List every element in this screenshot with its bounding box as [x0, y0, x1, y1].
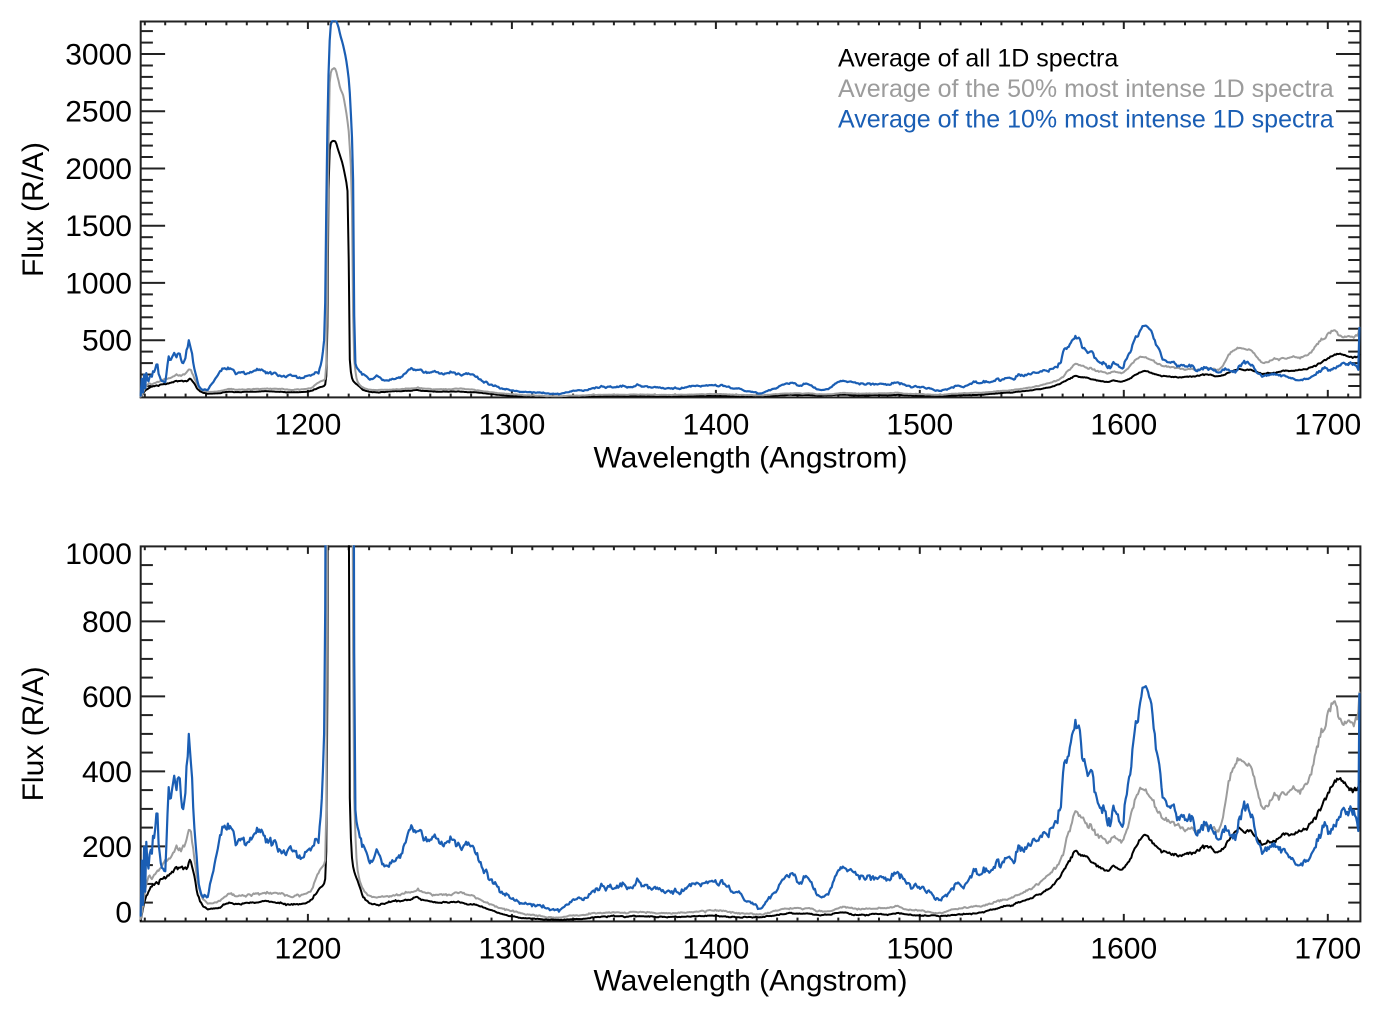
svg-text:Average of the 50% most intens: Average of the 50% most intense 1D spect…	[838, 75, 1334, 103]
svg-text:800: 800	[82, 606, 132, 639]
svg-text:Wavelength (Angstrom): Wavelength (Angstrom)	[593, 965, 907, 998]
svg-text:1300: 1300	[479, 408, 546, 441]
svg-text:2000: 2000	[65, 153, 132, 186]
svg-text:Wavelength (Angstrom): Wavelength (Angstrom)	[593, 441, 907, 474]
svg-text:1600: 1600	[1090, 408, 1157, 441]
svg-text:1300: 1300	[479, 932, 546, 965]
svg-text:400: 400	[82, 756, 132, 789]
svg-text:1200: 1200	[275, 932, 342, 965]
svg-text:500: 500	[82, 325, 132, 358]
svg-text:Flux (R/A): Flux (R/A)	[17, 142, 50, 277]
svg-text:1700: 1700	[1294, 932, 1361, 965]
svg-text:Flux (R/A): Flux (R/A)	[17, 666, 50, 801]
svg-text:Average of the 10% most intens: Average of the 10% most intense 1D spect…	[838, 106, 1334, 134]
svg-text:1000: 1000	[65, 267, 132, 300]
svg-text:600: 600	[82, 681, 132, 714]
svg-text:0: 0	[115, 897, 132, 930]
svg-text:3000: 3000	[65, 39, 132, 72]
svg-text:200: 200	[82, 831, 132, 864]
svg-text:1700: 1700	[1294, 408, 1361, 441]
svg-text:2500: 2500	[65, 96, 132, 129]
svg-text:1600: 1600	[1090, 932, 1157, 965]
svg-text:1400: 1400	[683, 408, 750, 441]
svg-text:1500: 1500	[886, 932, 953, 965]
svg-text:1000: 1000	[65, 538, 132, 571]
svg-text:1400: 1400	[683, 932, 750, 965]
svg-text:1200: 1200	[275, 408, 342, 441]
svg-text:Average of all 1D spectra: Average of all 1D spectra	[838, 45, 1118, 73]
svg-text:1500: 1500	[65, 210, 132, 243]
svg-text:1500: 1500	[886, 408, 953, 441]
